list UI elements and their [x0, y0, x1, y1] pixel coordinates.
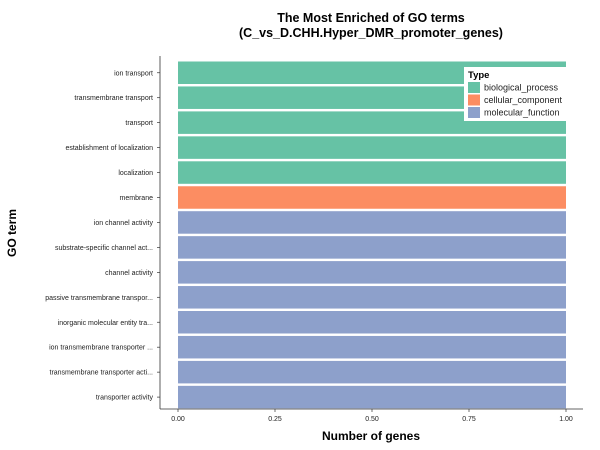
- bar: [178, 311, 566, 334]
- x-tick-label: 0.00: [171, 416, 185, 423]
- x-tick-label: 0.50: [365, 416, 379, 423]
- y-tick-label: ion transmembrane transporter ...: [49, 345, 153, 352]
- legend-title: Type: [468, 70, 489, 81]
- y-tick-label: channel activity: [105, 270, 153, 277]
- y-tick-label: transport: [125, 120, 153, 127]
- y-tick-label: ion channel activity: [94, 220, 154, 227]
- bar: [178, 186, 566, 209]
- y-tick-label: transporter activity: [96, 395, 154, 402]
- y-tick-label: inorganic molecular entity tra...: [58, 320, 153, 327]
- y-tick-label: ion transport: [114, 70, 153, 77]
- y-tick-label: transmembrane transporter acti...: [50, 370, 154, 377]
- bar: [178, 236, 566, 259]
- x-tick-label: 1.00: [559, 416, 573, 423]
- legend-label: biological_process: [484, 83, 559, 93]
- bar: [178, 136, 566, 159]
- y-tick-label: transmembrane transport: [74, 95, 153, 102]
- bar: [178, 385, 566, 409]
- x-axis-title: Number of genes: [322, 429, 420, 443]
- bar: [178, 211, 566, 234]
- legend-swatch: [468, 94, 480, 106]
- bar: [178, 261, 566, 284]
- chart-title: The Most Enriched of GO terms: [277, 11, 465, 25]
- bar: [178, 161, 566, 184]
- y-tick-label: localization: [118, 170, 153, 177]
- legend-background: [464, 67, 578, 121]
- legend: Type biological_process cellular_component…: [464, 67, 578, 121]
- y-tick-label: substrate-specific channel act...: [55, 245, 153, 252]
- plot-area: ion transport transmembrane transport tran…: [45, 56, 583, 423]
- x-tick-label: 0.75: [462, 416, 476, 423]
- bar: [178, 360, 566, 384]
- y-tick-label: membrane: [120, 195, 154, 202]
- y-tick-label: establishment of localization: [65, 145, 153, 152]
- bar: [178, 286, 566, 309]
- legend-swatch: [468, 107, 480, 118]
- y-axis-title: GO term: [5, 209, 19, 257]
- chart-subtitle: (C_vs_D.CHH.Hyper_DMR_promoter_genes): [239, 26, 503, 40]
- legend-label: cellular_component: [484, 95, 563, 105]
- legend-swatch: [468, 82, 480, 93]
- legend-label: molecular_function: [484, 108, 560, 118]
- bar: [178, 335, 566, 359]
- x-tick-label: 0.25: [268, 416, 282, 423]
- y-tick-label: passive transmembrane transpor...: [45, 295, 153, 302]
